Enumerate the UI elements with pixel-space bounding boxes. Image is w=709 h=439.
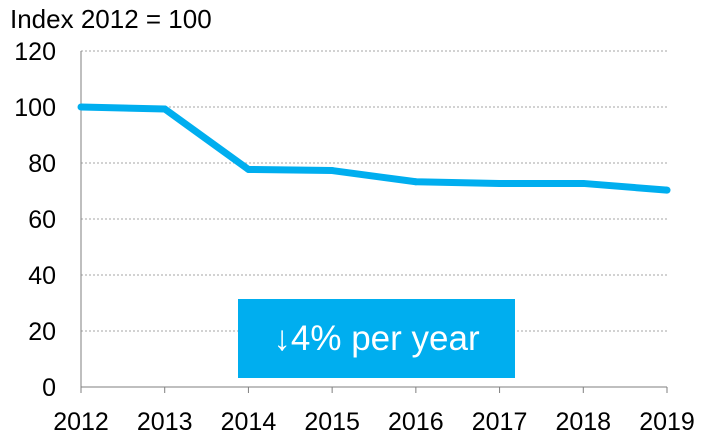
- data-point: [663, 186, 671, 194]
- x-tick-label: 2017: [472, 408, 528, 436]
- data-point: [244, 165, 252, 173]
- series-line: [80, 103, 668, 194]
- series-layer: [77, 103, 671, 194]
- data-point: [579, 179, 587, 187]
- x-tick-label: 2019: [639, 408, 695, 436]
- trend-callout-text: ↓4% per year: [273, 318, 480, 358]
- x-tick-label: 2012: [53, 408, 109, 436]
- data-point: [328, 167, 336, 175]
- y-tick-label: 100: [14, 94, 56, 122]
- x-tick-label: 2016: [388, 408, 444, 436]
- data-point: [161, 105, 169, 113]
- gridlines: [81, 50, 667, 332]
- y-tick-labels: 0 20 40 60 80 100 120: [14, 38, 56, 402]
- y-axis-unit-label: Index 2012 = 100: [10, 4, 212, 34]
- data-point: [77, 103, 85, 111]
- y-tick-label: 80: [28, 150, 56, 178]
- x-tick-label: 2018: [555, 408, 611, 436]
- y-tick-label: 60: [28, 206, 56, 234]
- x-tick-labels: 2012 2013 2014 2015 2016 2017 2018 2019: [53, 408, 695, 436]
- y-tick-label: 20: [28, 318, 56, 346]
- y-tick-label: 40: [28, 262, 56, 290]
- x-tick-label: 2014: [221, 408, 277, 436]
- x-tick-label: 2015: [304, 408, 360, 436]
- trend-callout: ↓4% per year: [238, 299, 515, 378]
- data-point: [412, 178, 420, 186]
- y-tick-label: 120: [14, 38, 56, 66]
- data-point: [496, 179, 504, 187]
- y-tick-label: 0: [42, 374, 56, 402]
- x-tick-label: 2013: [137, 408, 193, 436]
